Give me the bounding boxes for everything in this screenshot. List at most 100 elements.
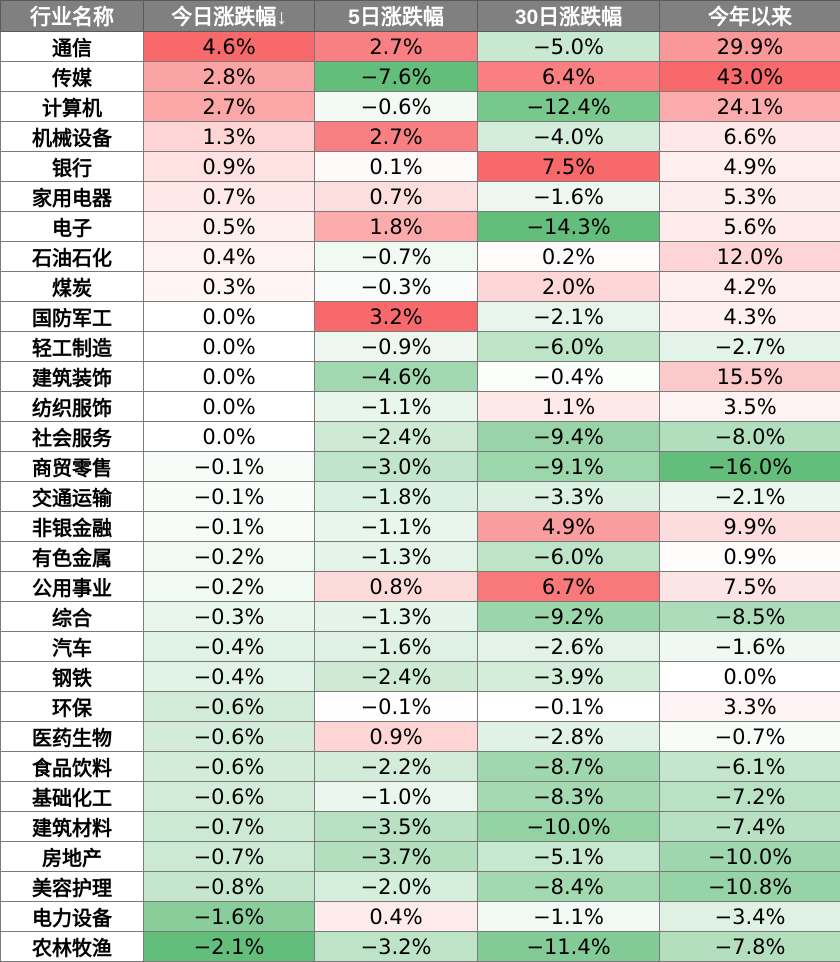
industry-name-cell: 公用事业 (1, 572, 144, 602)
today-change-cell: 2.7% (144, 92, 315, 122)
industry-name-cell: 国防军工 (1, 302, 144, 332)
table-row: 公用事业−0.2%0.8%6.7%7.5% (1, 572, 840, 602)
today-change-cell: −0.1% (144, 482, 315, 512)
today-change-cell: 0.7% (144, 182, 315, 212)
table-row: 基础化工−0.6%−1.0%−8.3%−7.2% (1, 782, 840, 812)
thirty-day-change-cell: −14.3% (478, 212, 660, 242)
table-row: 食品饮料−0.6%−2.2%−8.7%−6.1% (1, 752, 840, 782)
today-change-cell: −0.7% (144, 812, 315, 842)
today-change-cell: 0.0% (144, 362, 315, 392)
five-day-change-cell: −0.9% (315, 332, 478, 362)
ytd-change-cell: 0.0% (660, 662, 840, 692)
header-30day-change[interactable]: 30日涨跌幅 (478, 1, 660, 32)
thirty-day-change-cell: −9.2% (478, 602, 660, 632)
ytd-change-cell: −10.0% (660, 842, 840, 872)
five-day-change-cell: −1.1% (315, 512, 478, 542)
today-change-cell: −0.3% (144, 602, 315, 632)
thirty-day-change-cell: −5.0% (478, 32, 660, 62)
ytd-change-cell: 0.9% (660, 542, 840, 572)
table-row: 汽车−0.4%−1.6%−2.6%−1.6% (1, 632, 840, 662)
today-change-cell: −0.2% (144, 572, 315, 602)
thirty-day-change-cell: −0.4% (478, 362, 660, 392)
header-ytd-change[interactable]: 今年以来 (660, 1, 840, 32)
today-change-cell: −0.6% (144, 722, 315, 752)
five-day-change-cell: −1.0% (315, 782, 478, 812)
ytd-change-cell: −16.0% (660, 452, 840, 482)
table-row: 美容护理−0.8%−2.0%−8.4%−10.8% (1, 872, 840, 902)
industry-name-cell: 商贸零售 (1, 452, 144, 482)
header-industry-name[interactable]: 行业名称 (1, 1, 144, 32)
five-day-change-cell: 0.7% (315, 182, 478, 212)
ytd-change-cell: 4.3% (660, 302, 840, 332)
ytd-change-cell: −3.4% (660, 902, 840, 932)
five-day-change-cell: −2.4% (315, 662, 478, 692)
five-day-change-cell: −3.2% (315, 932, 478, 962)
thirty-day-change-cell: −11.4% (478, 932, 660, 962)
industry-name-cell: 电子 (1, 212, 144, 242)
table-row: 农林牧渔−2.1%−3.2%−11.4%−7.8% (1, 932, 840, 962)
industry-name-cell: 综合 (1, 602, 144, 632)
industry-name-cell: 计算机 (1, 92, 144, 122)
table-row: 电力设备−1.6%0.4%−1.1%−3.4% (1, 902, 840, 932)
header-row: 行业名称 今日涨跌幅↓ 5日涨跌幅 30日涨跌幅 今年以来 (1, 1, 840, 32)
ytd-change-cell: −2.1% (660, 482, 840, 512)
thirty-day-change-cell: −12.4% (478, 92, 660, 122)
industry-name-cell: 轻工制造 (1, 332, 144, 362)
thirty-day-change-cell: −1.1% (478, 902, 660, 932)
thirty-day-change-cell: −6.0% (478, 332, 660, 362)
thirty-day-change-cell: −1.6% (478, 182, 660, 212)
industry-name-cell: 美容护理 (1, 872, 144, 902)
five-day-change-cell: −0.3% (315, 272, 478, 302)
table-row: 医药生物−0.6%0.9%−2.8%−0.7% (1, 722, 840, 752)
industry-name-cell: 有色金属 (1, 542, 144, 572)
today-change-cell: 0.0% (144, 392, 315, 422)
industry-name-cell: 农林牧渔 (1, 932, 144, 962)
five-day-change-cell: −1.3% (315, 542, 478, 572)
ytd-change-cell: 3.3% (660, 692, 840, 722)
five-day-change-cell: −3.7% (315, 842, 478, 872)
five-day-change-cell: 3.2% (315, 302, 478, 332)
today-change-cell: 0.9% (144, 152, 315, 182)
today-change-cell: 0.0% (144, 302, 315, 332)
today-change-cell: −0.1% (144, 452, 315, 482)
today-change-cell: 0.5% (144, 212, 315, 242)
today-change-cell: −1.6% (144, 902, 315, 932)
industry-name-cell: 石油石化 (1, 242, 144, 272)
five-day-change-cell: 0.1% (315, 152, 478, 182)
thirty-day-change-cell: −2.1% (478, 302, 660, 332)
ytd-change-cell: 29.9% (660, 32, 840, 62)
today-change-cell: −0.6% (144, 752, 315, 782)
table-row: 钢铁−0.4%−2.4%−3.9%0.0% (1, 662, 840, 692)
ytd-change-cell: 43.0% (660, 62, 840, 92)
five-day-change-cell: 0.4% (315, 902, 478, 932)
ytd-change-cell: 9.9% (660, 512, 840, 542)
five-day-change-cell: 0.8% (315, 572, 478, 602)
five-day-change-cell: −2.4% (315, 422, 478, 452)
five-day-change-cell: −0.1% (315, 692, 478, 722)
industry-name-cell: 医药生物 (1, 722, 144, 752)
industry-name-cell: 钢铁 (1, 662, 144, 692)
ytd-change-cell: −8.0% (660, 422, 840, 452)
industry-name-cell: 交通运输 (1, 482, 144, 512)
ytd-change-cell: 5.6% (660, 212, 840, 242)
table-row: 综合−0.3%−1.3%−9.2%−8.5% (1, 602, 840, 632)
five-day-change-cell: −1.3% (315, 602, 478, 632)
header-5day-change[interactable]: 5日涨跌幅 (315, 1, 478, 32)
ytd-change-cell: 5.3% (660, 182, 840, 212)
header-today-change[interactable]: 今日涨跌幅↓ (144, 1, 315, 32)
today-change-cell: 4.6% (144, 32, 315, 62)
today-change-cell: −0.4% (144, 662, 315, 692)
ytd-change-cell: −2.7% (660, 332, 840, 362)
thirty-day-change-cell: −2.6% (478, 632, 660, 662)
thirty-day-change-cell: 0.2% (478, 242, 660, 272)
five-day-change-cell: −0.6% (315, 92, 478, 122)
ytd-change-cell: 4.2% (660, 272, 840, 302)
thirty-day-change-cell: −3.9% (478, 662, 660, 692)
thirty-day-change-cell: 7.5% (478, 152, 660, 182)
